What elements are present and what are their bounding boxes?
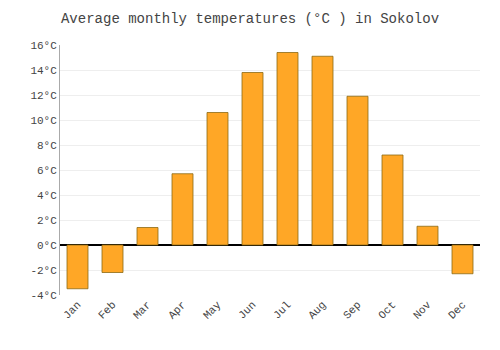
svg-text:Oct: Oct — [376, 299, 398, 321]
svg-text:0°C: 0°C — [37, 240, 57, 252]
svg-text:6°C: 6°C — [37, 165, 57, 177]
svg-text:Apr: Apr — [166, 299, 188, 321]
svg-text:12°C: 12°C — [30, 90, 57, 102]
svg-text:Mar: Mar — [131, 299, 153, 321]
svg-text:16°C: 16°C — [30, 40, 57, 52]
svg-text:2°C: 2°C — [37, 215, 57, 227]
svg-text:10°C: 10°C — [30, 115, 57, 127]
svg-text:Dec: Dec — [446, 299, 468, 321]
svg-text:4°C: 4°C — [37, 190, 57, 202]
svg-text:Average monthly temperatures (: Average monthly temperatures (°C ) in So… — [61, 11, 439, 27]
svg-text:-2°C: -2°C — [30, 265, 57, 277]
svg-text:8°C: 8°C — [37, 140, 57, 152]
svg-text:-4°C: -4°C — [30, 290, 57, 302]
svg-text:Sep: Sep — [341, 299, 363, 321]
svg-text:Jan: Jan — [61, 299, 83, 321]
svg-text:Jun: Jun — [236, 299, 258, 321]
svg-text:May: May — [201, 299, 224, 322]
svg-text:Aug: Aug — [306, 299, 328, 321]
svg-text:Jul: Jul — [271, 299, 293, 321]
svg-text:14°C: 14°C — [30, 65, 57, 77]
svg-text:Nov: Nov — [411, 299, 434, 322]
svg-text:Feb: Feb — [96, 299, 118, 321]
